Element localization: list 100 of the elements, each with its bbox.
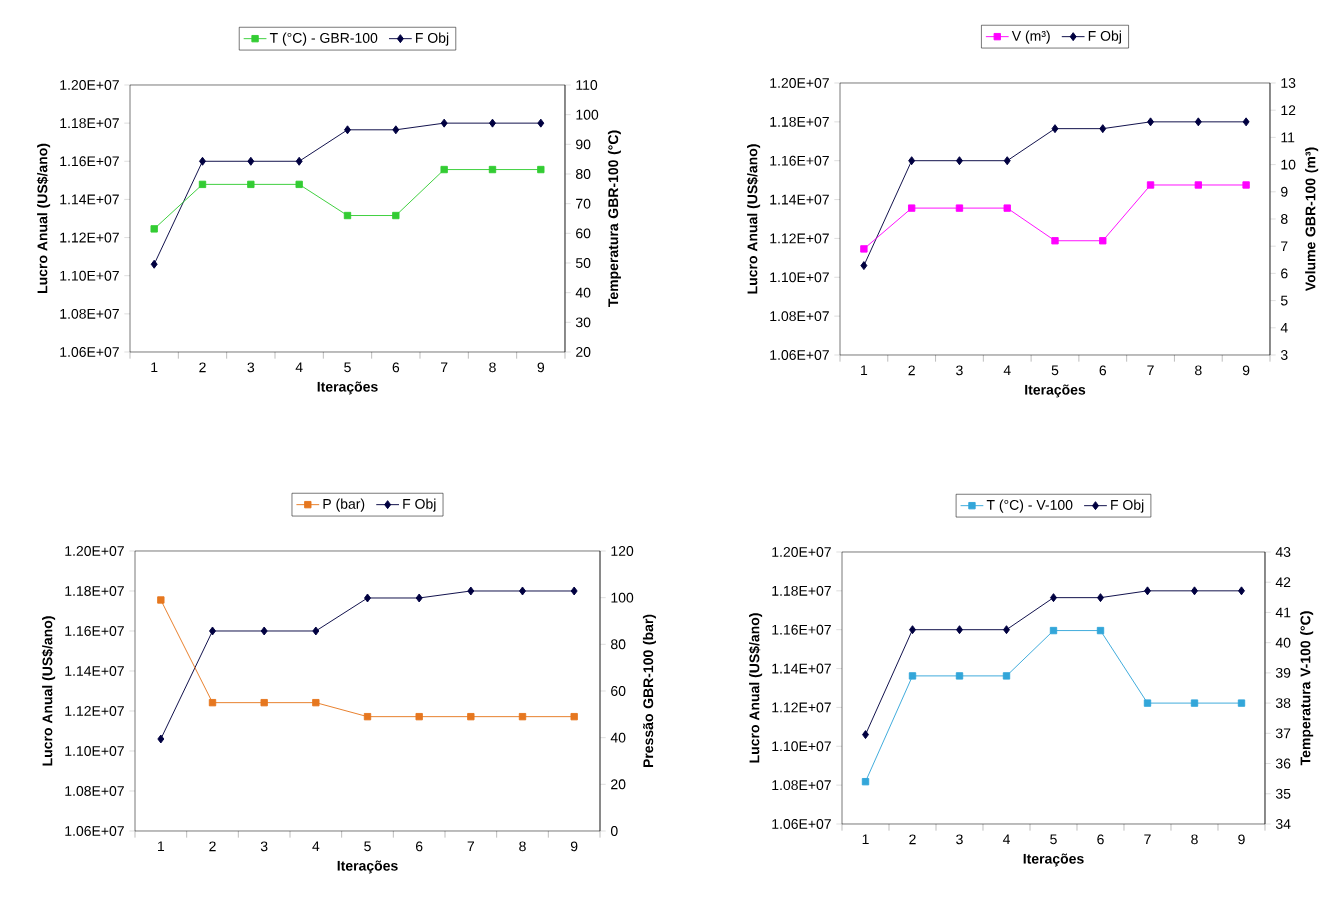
y-tick-label: 1.06E+07 [770, 350, 829, 360]
y2-tick-label: 43 [1275, 547, 1291, 557]
point [1097, 593, 1104, 603]
y2-tick-label: 20 [611, 779, 626, 790]
point [1099, 124, 1107, 134]
point [440, 165, 448, 174]
point [1242, 117, 1250, 127]
y2-tick-label: 8 [1281, 214, 1288, 224]
y2-tick-label: 12 [1281, 105, 1296, 116]
x-tick-label: 9 [1242, 365, 1250, 376]
point [1099, 237, 1107, 245]
x-tick-label: 4 [312, 841, 320, 852]
y-tick-label: 1.10E+07 [60, 270, 119, 281]
y-tick-label: 1.08E+07 [65, 786, 124, 796]
y2-tick-label: 30 [575, 317, 591, 328]
y-tick-label: 1.12E+07 [60, 232, 119, 243]
point [392, 125, 400, 135]
point [1147, 117, 1155, 127]
y2-axis-title: Volume GBR-100 (m³) [1305, 147, 1319, 292]
point [1190, 699, 1199, 707]
point [150, 225, 158, 233]
point [488, 165, 497, 174]
point [198, 180, 207, 189]
y-axis-title: Lucro Anual (US$/ano) [36, 143, 51, 293]
y2-tick-label: 11 [1281, 132, 1295, 143]
y-tick-label: 1.06E+07 [65, 826, 124, 836]
x-tick-label: 9 [570, 841, 578, 852]
y-tick-label: 1.18E+07 [65, 586, 124, 596]
point [209, 626, 216, 636]
y2-axis-title: Pressão GBR-100 (bar) [642, 614, 656, 768]
y-tick-label: 1.16E+07 [772, 624, 831, 635]
y2-tick-label: 41 [1275, 607, 1291, 618]
x-axis-title: Iterações [1025, 384, 1086, 398]
point [860, 245, 868, 253]
point [150, 259, 158, 269]
y2-tick-label: 0 [610, 826, 618, 836]
x-tick-label: 7 [467, 841, 475, 852]
point [537, 118, 545, 128]
point [1003, 156, 1011, 166]
point [312, 698, 320, 707]
y-tick-label: 1.20E+07 [60, 80, 119, 90]
y2-tick-label: 40 [1275, 637, 1291, 648]
x-tick-label: 6 [392, 362, 400, 373]
y2-tick-label: 6 [1281, 268, 1288, 279]
point [467, 586, 475, 596]
x-tick-label: 4 [1002, 834, 1010, 845]
y2-tick-label: 5 [1280, 295, 1288, 306]
y-tick-label: 1.16E+07 [65, 626, 124, 636]
x-axis-title: Iterações [1023, 853, 1084, 867]
y2-tick-label: 42 [1275, 577, 1291, 588]
point [1143, 699, 1152, 707]
point [247, 156, 255, 166]
x-axis-title: Iterações [317, 381, 378, 395]
y2-tick-label: 100 [611, 592, 634, 603]
point [364, 593, 371, 603]
point [312, 626, 320, 636]
x-tick-label: 4 [295, 362, 303, 373]
point [1238, 586, 1245, 596]
y2-tick-label: 39 [1275, 667, 1291, 678]
point [344, 125, 351, 135]
legend-label: F Obj [403, 498, 436, 512]
y2-tick-label: 60 [576, 228, 591, 239]
y-tick-label: 1.18E+07 [770, 116, 829, 127]
point [1146, 181, 1155, 189]
point [1003, 204, 1011, 212]
point [861, 778, 870, 786]
x-tick-label: 7 [1147, 365, 1154, 376]
point [1003, 625, 1010, 635]
y-tick-label: 1.20E+07 [772, 547, 831, 557]
x-tick-label: 2 [209, 841, 216, 852]
point [908, 156, 916, 166]
y2-tick-label: 60 [611, 686, 626, 696]
y2-tick-label: 50 [575, 258, 591, 268]
point [1242, 181, 1250, 189]
y2-tick-label: 70 [576, 198, 591, 209]
x-tick-label: 5 [344, 362, 351, 373]
x-tick-label: 5 [364, 841, 371, 852]
point [537, 165, 545, 174]
y-tick-label: 1.16E+07 [60, 156, 119, 167]
y2-tick-label: 9 [1281, 186, 1288, 197]
point [343, 211, 352, 220]
point [260, 698, 268, 707]
y2-tick-label: 10 [1281, 159, 1296, 170]
y-tick-label: 1.10E+07 [772, 741, 831, 752]
point [208, 698, 217, 707]
point [909, 625, 916, 635]
y2-tick-label: 100 [576, 109, 599, 120]
y-tick-label: 1.18E+07 [60, 118, 119, 129]
point [295, 156, 303, 166]
y2-tick-label: 4 [1280, 322, 1288, 333]
point [860, 261, 868, 271]
legend-label: T (°C) - GBR-100 [269, 32, 378, 46]
y2-tick-label: 7 [1281, 241, 1288, 252]
y2-tick-label: 13 [1281, 78, 1296, 88]
y2-tick-label: 90 [576, 139, 591, 150]
point [908, 672, 917, 680]
point [1237, 699, 1246, 707]
y2-tick-label: 40 [610, 732, 626, 743]
y-tick-label: 1.12E+07 [770, 233, 829, 244]
legend-label: F Obj [1088, 30, 1121, 44]
